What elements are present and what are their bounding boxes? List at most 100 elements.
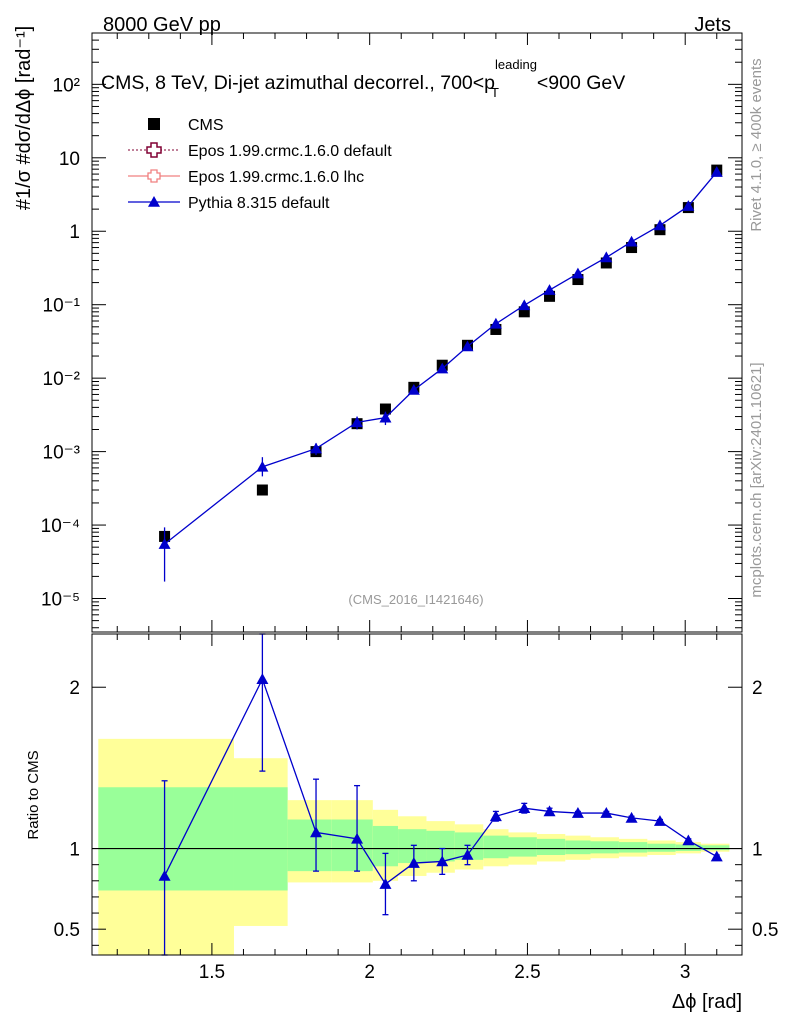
pythia-point — [543, 284, 556, 295]
pythia-point — [600, 251, 613, 263]
ratio-tick-label-right: 0.5 — [752, 920, 778, 941]
ratio-tick-label-right: 2 — [752, 678, 763, 699]
pythia-ratio-point — [600, 807, 613, 818]
pythia-ratio-point — [256, 673, 269, 684]
pythia-ratio-point — [436, 855, 449, 867]
pythia-ratio-point — [461, 848, 474, 860]
pythia-point — [379, 411, 392, 423]
ratio-tick-label-left: 0.5 — [54, 920, 80, 941]
pythia-ratio-point — [310, 826, 323, 838]
pythia-point — [407, 383, 420, 395]
cms-point — [379, 403, 391, 415]
ratio-tick-label-left: 1 — [69, 840, 80, 861]
header-right: Jets — [694, 14, 731, 36]
pythia-ratio-point — [710, 850, 723, 862]
y-tick-label: 10⁻² — [43, 369, 81, 390]
pythia-point — [682, 200, 695, 211]
pythia-ratio-point — [489, 810, 502, 822]
y-tick-label: 10⁻⁴ — [41, 516, 80, 537]
pythia-ratio-point — [379, 878, 392, 889]
y-axis-label: #1/σ #dσ/dΔϕ [rad⁻¹] — [13, 26, 35, 210]
chart-title-main: CMS, 8 TeV, Di-jet azimuthal decorrel., … — [101, 72, 495, 94]
x-tick-label: 3 — [680, 962, 691, 983]
analysis-id: (CMS_2016_I1421646) — [348, 592, 483, 607]
chart-title-sub: T — [491, 85, 499, 100]
legend-marker-epos-lhc — [147, 169, 161, 183]
pythia-ratio-point — [351, 832, 364, 844]
main-panel-frame — [91, 32, 743, 633]
cms-point — [600, 257, 612, 269]
chart-title: CMS, 8 TeV, Di-jet azimuthal decorrel., … — [101, 57, 625, 100]
legend-label: CMS — [188, 117, 224, 134]
ratio-tick-label-right: 1 — [752, 840, 763, 861]
stat-band — [675, 844, 701, 851]
stat-band — [287, 819, 332, 872]
legend-label: Epos 1.99.crmc.1.6.0 lhc — [188, 169, 364, 186]
pythia-ratio-point — [518, 802, 531, 814]
legend-marker-epos-default — [146, 142, 162, 158]
ratio-axis-label: Ratio to CMS — [25, 750, 42, 839]
data-series — [158, 164, 723, 956]
stat-band — [233, 787, 288, 891]
cms-point — [518, 306, 530, 318]
legend-marker-cms — [148, 118, 160, 130]
stat-band — [426, 830, 455, 862]
pythia-point — [489, 317, 502, 329]
pythia-ratio-point — [653, 815, 666, 826]
chart-title-sup: leading — [495, 57, 537, 72]
x-tick-label: 2 — [364, 962, 375, 983]
tick-labels: 1.5 2 2.5 3 10⁻⁵ 10⁻⁴ 10⁻³ 10⁻² 10⁻¹ 1 10 10² 0.5 0.5… — [41, 75, 779, 983]
cms-point — [544, 290, 556, 302]
pythia-point — [436, 362, 449, 374]
y-tick-label: 1 — [69, 222, 80, 243]
ratio-panel-frame — [91, 633, 743, 956]
uncertainty-bands — [98, 738, 730, 955]
legend: CMS Epos 1.99.crmc.1.6.0 default Epos 1.99… — [128, 117, 392, 212]
stat-band — [331, 819, 373, 872]
mcplots-text: mcplots.cern.ch [arXiv:2401.10621] — [748, 362, 765, 597]
pythia-point — [256, 460, 269, 472]
pythia-point — [571, 267, 584, 279]
pythia-point — [653, 219, 666, 231]
pythia-line — [164, 171, 718, 545]
pythia-ratio-point — [543, 805, 556, 817]
ratio-tick-label-left: 2 — [69, 678, 80, 699]
stat-band — [590, 841, 619, 854]
pythia-point — [625, 235, 638, 247]
cms-point — [490, 323, 502, 335]
pythia-ratio-point — [625, 811, 638, 823]
chart-title-end: <900 GeV — [537, 72, 625, 94]
pythia-point — [461, 340, 474, 352]
pythia-point — [518, 299, 531, 311]
cms-point — [256, 484, 268, 496]
pythia-point — [158, 538, 171, 549]
legend-label: Pythia 8.315 default — [188, 195, 330, 212]
stat-band — [565, 840, 591, 855]
cms-point — [626, 242, 638, 254]
pythia-ratio-point — [682, 834, 695, 846]
stat-band — [483, 835, 509, 859]
y-tick-label: 10 — [59, 149, 80, 170]
y-tick-label: 10⁻¹ — [43, 296, 81, 317]
stat-band — [700, 845, 730, 851]
y-tick-label: 10⁻³ — [43, 443, 81, 464]
legend-marker-pythia — [148, 196, 160, 207]
y-tick-label: 10⁻⁵ — [41, 590, 80, 611]
pythia-point — [710, 166, 723, 177]
stat-band — [398, 829, 427, 864]
pythia-ratio-point — [158, 869, 171, 881]
axes — [91, 32, 743, 956]
x-tick-label: 1.5 — [199, 962, 225, 983]
x-tick-label: 2.5 — [514, 962, 540, 983]
pythia-ratio-point — [407, 857, 420, 868]
header-left: 8000 GeV pp — [103, 14, 221, 36]
stat-band — [647, 843, 676, 852]
stat-band — [618, 842, 648, 853]
stat-band — [508, 837, 537, 857]
stat-band — [536, 838, 566, 855]
legend-label: Epos 1.99.crmc.1.6.0 default — [188, 143, 392, 160]
pythia-point — [310, 442, 323, 454]
cms-point — [572, 274, 584, 286]
pythia-point — [351, 416, 364, 428]
